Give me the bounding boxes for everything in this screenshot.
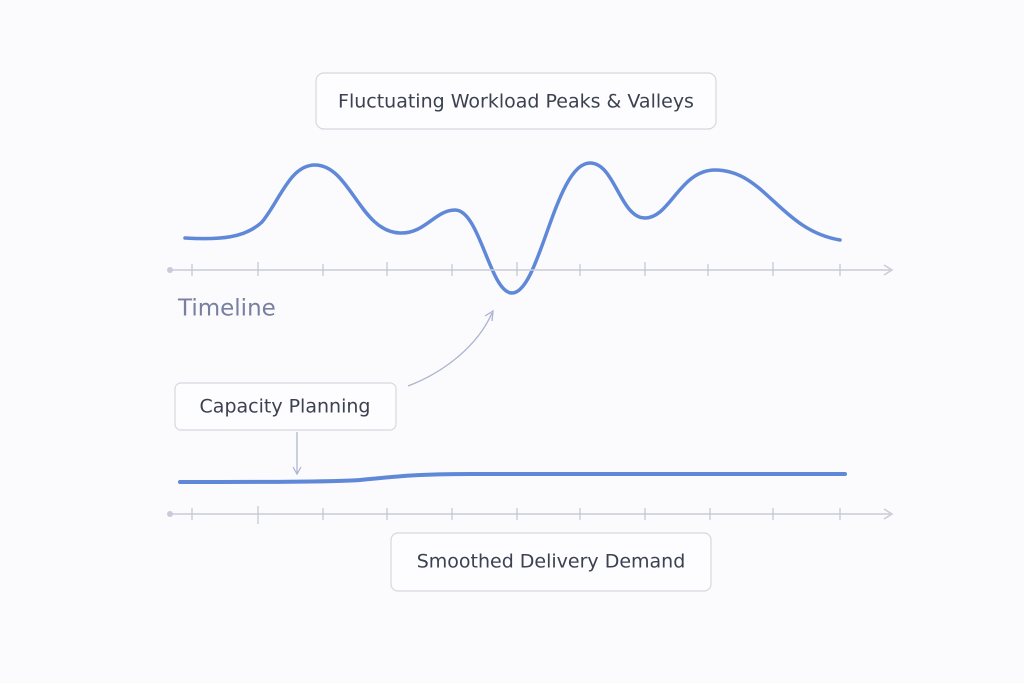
smoothed-line — [178, 472, 847, 484]
axis-ticks — [191, 262, 841, 276]
capacity-box — [174, 382, 397, 431]
capacity-label: Capacity Planning — [200, 396, 371, 418]
top-label: Fluctuating Workload Peaks & Valleys — [338, 91, 694, 113]
title-box — [315, 72, 717, 130]
bottom-axis — [167, 506, 894, 524]
bottom-label: Smoothed Delivery Demand — [417, 551, 686, 573]
axis-arrow — [883, 508, 894, 520]
fluctuating-curve — [183, 161, 842, 295]
arrow-head — [484, 309, 494, 322]
timeline-label: Timeline — [177, 296, 276, 322]
axis-origin — [167, 267, 173, 273]
axis-arrow — [883, 264, 894, 276]
axis-origin — [167, 511, 173, 517]
down-arrow-head — [292, 466, 302, 476]
top-axis — [167, 262, 894, 276]
bottom-box — [390, 532, 712, 592]
connector-arrow — [407, 312, 493, 387]
axis-ticks — [191, 506, 841, 524]
